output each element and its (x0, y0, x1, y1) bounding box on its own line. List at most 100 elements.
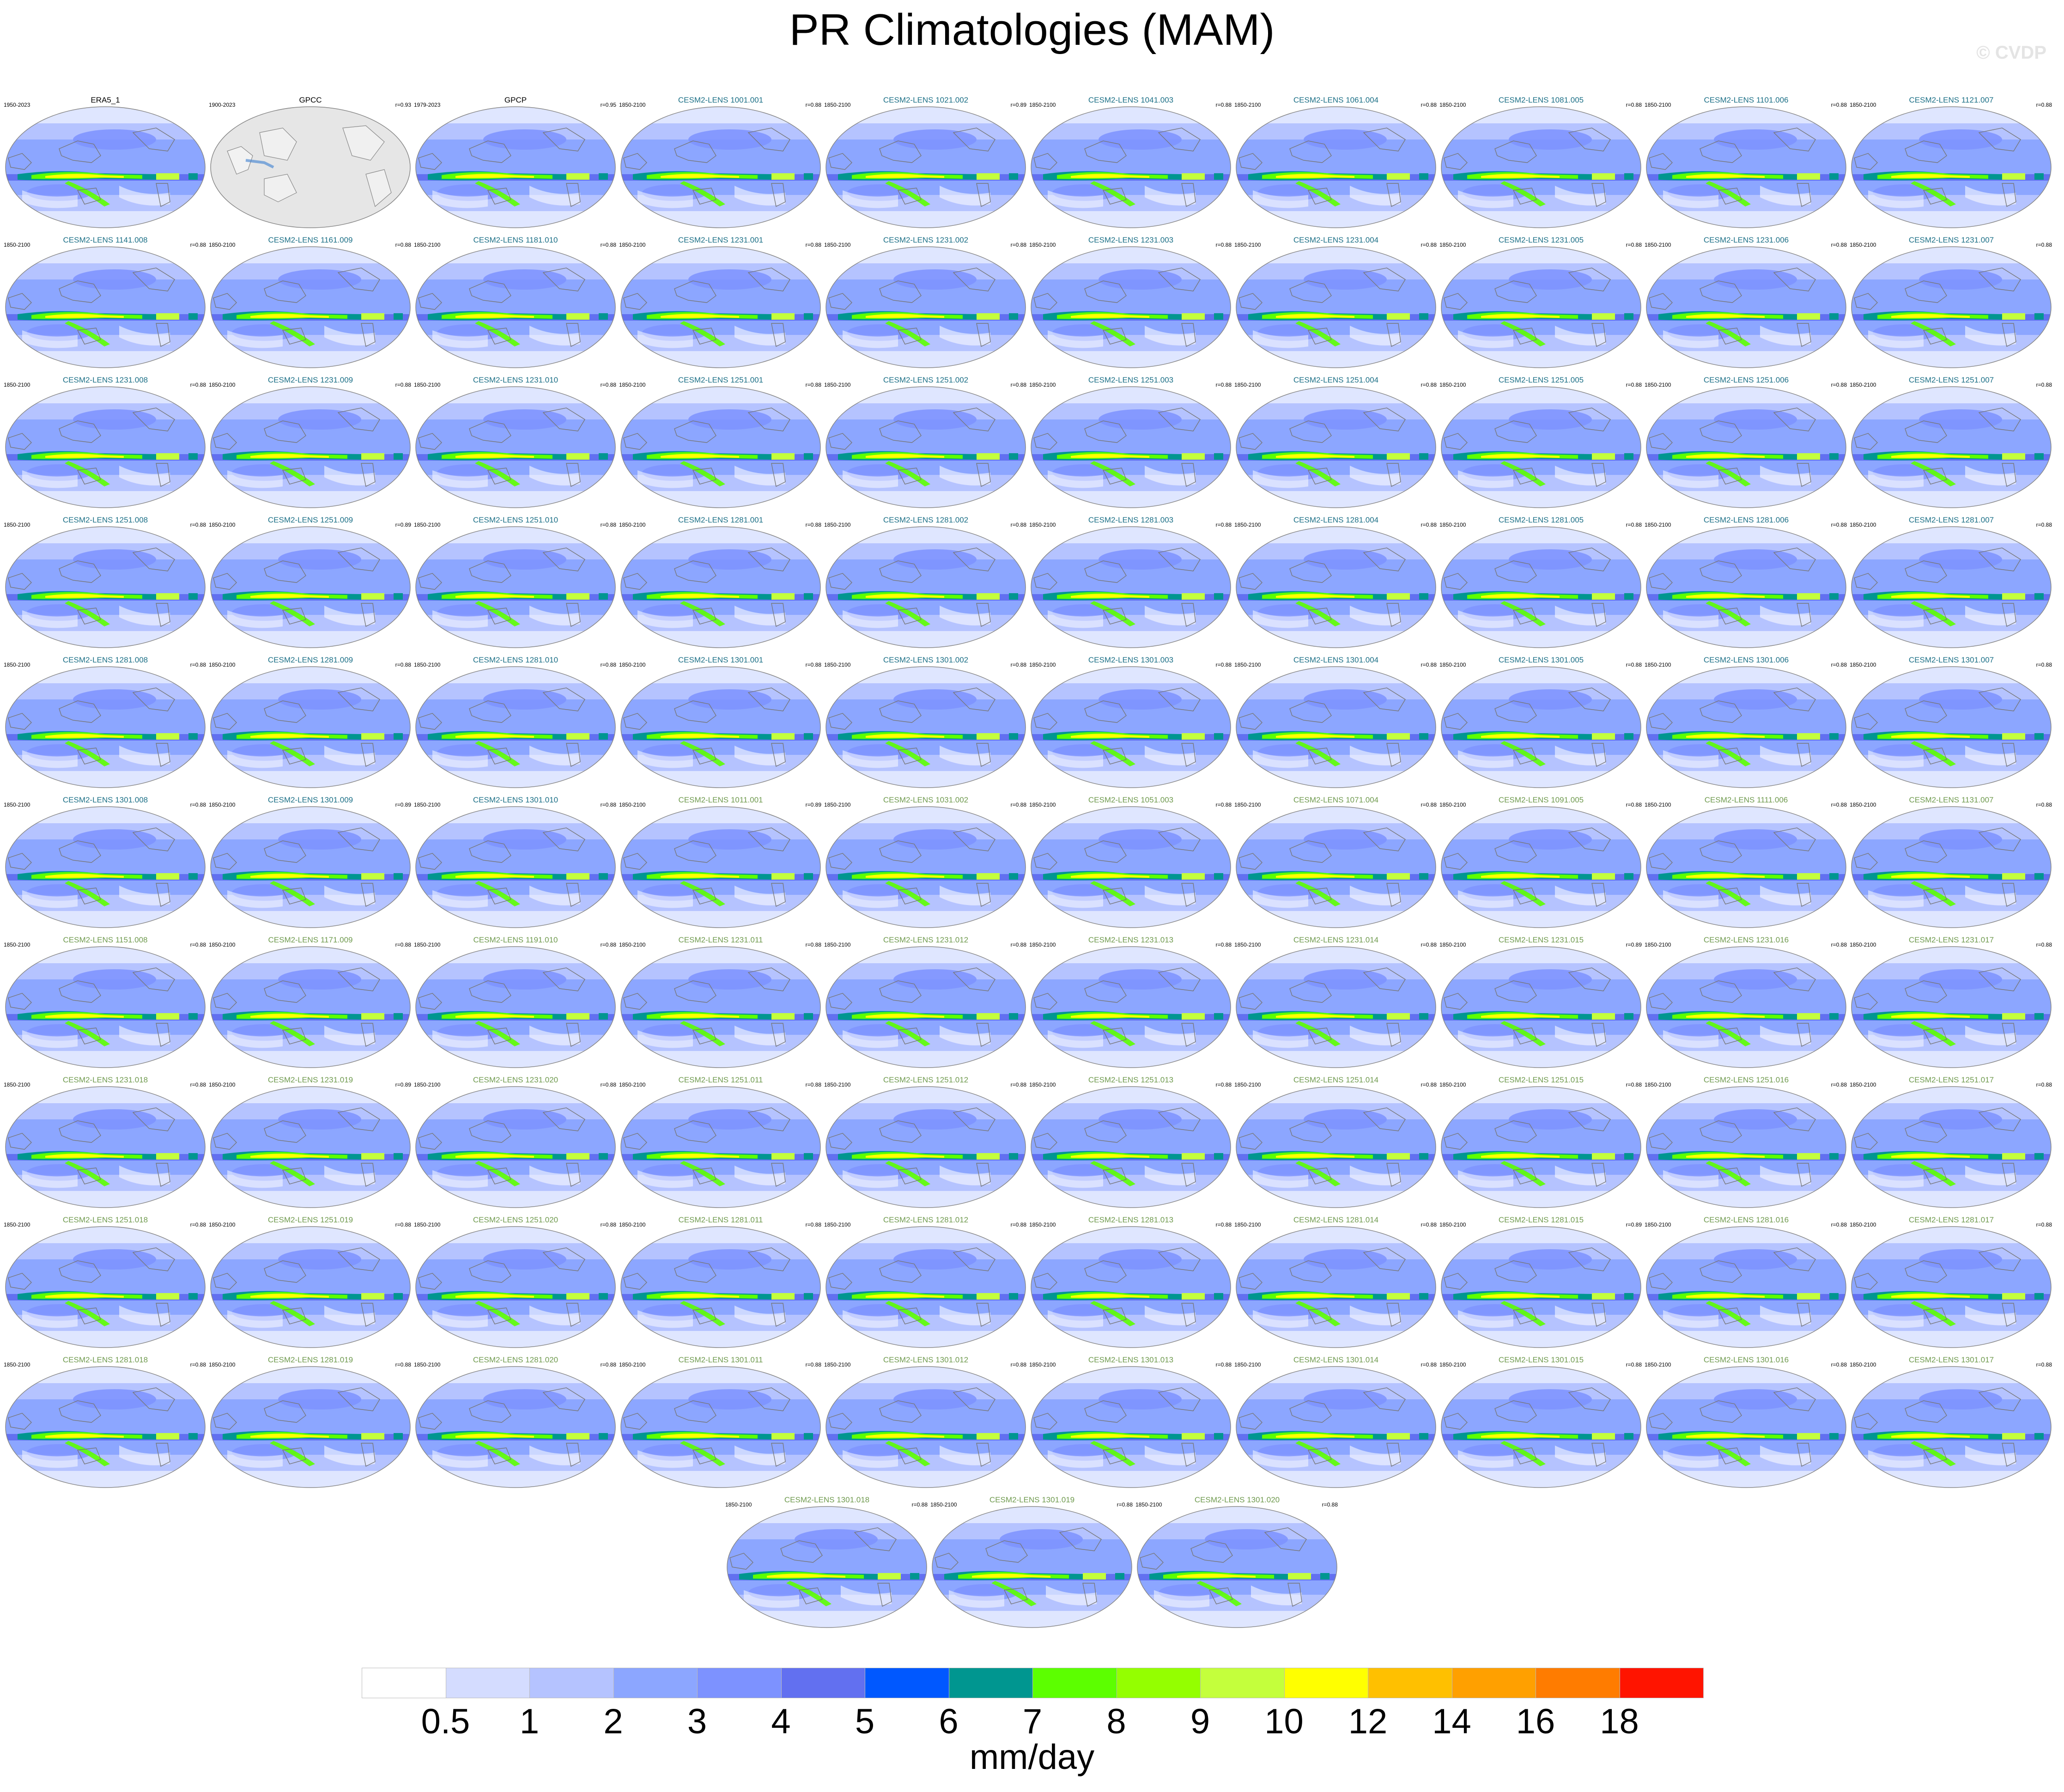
map-panel: CESM2-LENS 1281.016 1850-2100 r=0.88 (1645, 1215, 1848, 1349)
panel-title: CESM2-LENS 1011.001 (678, 796, 763, 804)
precip-map (1851, 666, 2052, 788)
panel-years: 1850-2100 (414, 942, 441, 948)
map-panel: CESM2-LENS 1231.001 1850-2100 r=0.88 (619, 236, 822, 370)
panel-years: 1850-2100 (619, 242, 646, 248)
panel-correlation: r=0.88 (190, 1221, 206, 1228)
map-panel: CESM2-LENS 1151.008 1850-2100 r=0.88 (4, 935, 207, 1069)
panel-title: CESM2-LENS 1231.015 (1498, 935, 1584, 944)
precip-map (1851, 806, 2052, 928)
precip-map (1441, 666, 1641, 788)
panel-title: CESM2-LENS 1281.009 (267, 656, 353, 664)
precip-map (1851, 526, 2052, 648)
panel-correlation: r=0.88 (1215, 522, 1232, 528)
panel-title: CESM2-LENS 1091.005 (1498, 796, 1584, 804)
precip-map (210, 1086, 411, 1208)
map-panel: CESM2-LENS 1141.008 1850-2100 r=0.88 (4, 236, 207, 370)
precip-map (415, 1226, 616, 1348)
panel-correlation: r=0.88 (805, 1361, 821, 1368)
panel-correlation: r=0.89 (1010, 102, 1026, 108)
panel-title: CESM2-LENS 1281.006 (1703, 516, 1789, 524)
precip-map (210, 526, 411, 648)
panel-title: CESM2-LENS 1281.001 (678, 516, 764, 524)
panel-years: 1850-2100 (1234, 382, 1261, 388)
panel-title: CESM2-LENS 1251.007 (1908, 376, 1994, 384)
precip-map (1441, 806, 1641, 928)
map-panel: CESM2-LENS 1251.019 1850-2100 r=0.88 (209, 1215, 412, 1349)
panel-years: 1850-2100 (414, 522, 441, 528)
panel-title: GPCP (504, 96, 527, 104)
panel-correlation: r=0.88 (395, 662, 411, 668)
colorbar-box (362, 1668, 446, 1698)
precip-map (1031, 106, 1231, 228)
panel-years: 1850-2100 (1029, 802, 1056, 808)
precip-map (620, 806, 821, 928)
panel-title: CESM2-LENS 1301.013 (1088, 1355, 1174, 1364)
panel-title: CESM2-LENS 1301.017 (1908, 1355, 1994, 1364)
panel-correlation: r=0.88 (1421, 802, 1437, 808)
panel-years: 1850-2100 (209, 1361, 236, 1368)
precip-map (1031, 246, 1231, 368)
panel-correlation: r=0.88 (1626, 522, 1642, 528)
panel-years: 1850-2100 (1234, 942, 1261, 948)
panel-years: 1850-2100 (1029, 382, 1056, 388)
panel-title: CESM2-LENS 1301.016 (1703, 1355, 1789, 1364)
precip-map (5, 106, 206, 228)
map-panel: CESM2-LENS 1281.015 1850-2100 r=0.89 (1439, 1215, 1643, 1349)
map-panel: CESM2-LENS 1101.006 1850-2100 r=0.88 (1645, 96, 1848, 230)
panel-title: CESM2-LENS 1251.020 (473, 1215, 558, 1224)
panel-years: 1850-2100 (4, 1081, 30, 1088)
map-panel: CESM2-LENS 1281.019 1850-2100 r=0.88 (209, 1355, 412, 1489)
map-panel: CESM2-LENS 1251.009 1850-2100 r=0.89 (209, 516, 412, 650)
panel-title: CESM2-LENS 1231.007 (1908, 236, 1994, 244)
map-panel: CESM2-LENS 1171.009 1850-2100 r=0.88 (209, 935, 412, 1069)
panel-correlation: r=0.88 (2036, 522, 2052, 528)
panel-title: CESM2-LENS 1281.003 (1088, 516, 1174, 524)
precip-map (620, 1366, 821, 1488)
panel-correlation: r=0.88 (2036, 942, 2052, 948)
colorbar-tick-label: 1 (519, 1702, 540, 1741)
panel-years: 1850-2100 (619, 802, 646, 808)
panel-years: 1850-2100 (414, 1221, 441, 1228)
panel-correlation: r=0.88 (1626, 1361, 1642, 1368)
panel-correlation: r=0.88 (1626, 802, 1642, 808)
panel-title: CESM2-LENS 1251.008 (62, 516, 148, 524)
panel-years: 1850-2100 (725, 1501, 752, 1508)
panel-title: CESM2-LENS 1301.001 (678, 656, 764, 664)
panel-correlation: r=0.95 (600, 102, 616, 108)
panel-title: CESM2-LENS 1251.012 (883, 1075, 969, 1084)
map-panel: GPCC 1900-2023 r=0.93 (209, 96, 412, 230)
map-panel: CESM2-LENS 1281.003 1850-2100 r=0.88 (1029, 516, 1232, 650)
page-title: PR Climatologies (MAM) (789, 5, 1275, 55)
panel-title: CESM2-LENS 1141.008 (63, 236, 148, 244)
precip-map (1441, 1226, 1641, 1348)
panel-years: 1850-2100 (4, 942, 30, 948)
panel-years: 1850-2100 (824, 1361, 851, 1368)
panel-years: 1850-2100 (1850, 802, 1876, 808)
panel-correlation: r=0.88 (600, 382, 616, 388)
panel-correlation: r=0.88 (600, 942, 616, 948)
panel-correlation: r=0.89 (805, 802, 821, 808)
panel-years: 1850-2100 (1234, 802, 1261, 808)
map-panel: CESM2-LENS 1251.004 1850-2100 r=0.88 (1234, 376, 1438, 510)
panel-title: CESM2-LENS 1281.016 (1703, 1215, 1789, 1224)
panel-correlation: r=0.88 (190, 1081, 206, 1088)
panel-years: 1850-2100 (414, 1081, 441, 1088)
panel-title: CESM2-LENS 1281.007 (1908, 516, 1994, 524)
precip-map (620, 106, 821, 228)
panel-title: CESM2-LENS 1161.009 (268, 236, 353, 244)
panel-years: 1850-2100 (824, 942, 851, 948)
panel-correlation: r=0.89 (395, 1081, 411, 1088)
panel-years: 1850-2100 (209, 1081, 236, 1088)
map-panel: CESM2-LENS 1231.007 1850-2100 r=0.88 (1850, 236, 2053, 370)
map-panel: CESM2-LENS 1301.003 1850-2100 r=0.88 (1029, 656, 1232, 790)
panel-title: CESM2-LENS 1231.009 (267, 376, 353, 384)
precip-map (1031, 806, 1231, 928)
panel-years: 1850-2100 (824, 662, 851, 668)
panel-years: 1850-2100 (4, 242, 30, 248)
map-panel: CESM2-LENS 1231.011 1850-2100 r=0.88 (619, 935, 822, 1069)
map-panel: CESM2-LENS 1231.005 1850-2100 r=0.88 (1439, 236, 1643, 370)
panel-correlation: r=0.89 (395, 522, 411, 528)
panel-title: CESM2-LENS 1301.014 (1293, 1355, 1379, 1364)
panel-correlation: r=0.88 (805, 1081, 821, 1088)
